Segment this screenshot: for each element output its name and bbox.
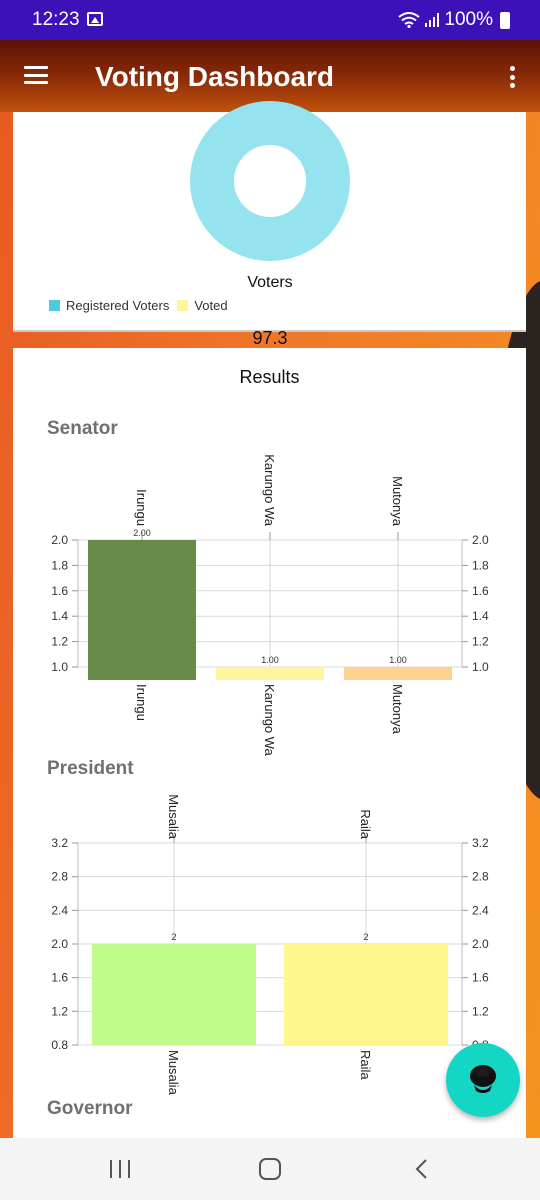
y-tick-label-right: 2.8 [472, 870, 489, 884]
x-tick-label-top: Raila [358, 809, 373, 839]
legend-swatch-registered [49, 300, 60, 311]
y-tick-label-right: 3.2 [472, 836, 489, 850]
legend-label-registered: Registered Voters [66, 298, 170, 313]
data-label: 2 [171, 932, 176, 942]
y-tick-label-right: 1.4 [472, 609, 489, 623]
y-tick-label-left: 1.6 [51, 584, 68, 598]
x-tick-label-top: Mutonya [390, 476, 405, 527]
y-tick-label-left: 2.0 [51, 937, 68, 951]
more-options-icon[interactable] [510, 66, 516, 88]
bar[interactable] [88, 540, 196, 680]
y-tick-label-right: 1.2 [472, 635, 489, 649]
status-indicators: 100% [398, 9, 510, 31]
voters-card: Voters 97.3 Registered Voters Voted [13, 101, 526, 348]
results-card: Results Senator 1.0 1.0 1.2 1.2 1.4 1.4 1.6 1.6… [13, 348, 526, 1138]
legend-swatch-voted [177, 300, 189, 311]
page-title: Voting Dashboard [95, 61, 335, 92]
x-tick-label-bottom: Musalia [166, 1050, 181, 1096]
system-nav-bar [0, 1138, 540, 1200]
status-time: 12:23 [32, 9, 80, 30]
y-tick-label-left: 2.4 [51, 903, 68, 917]
y-tick-label-right: 2.0 [472, 937, 489, 951]
status-bar: 12:23 100% [0, 0, 540, 40]
bar[interactable] [216, 667, 324, 680]
data-label: 2 [363, 932, 368, 942]
president-bar-chart: 0.80.81.21.21.61.62.02.02.42.42.82.83.23… [51, 794, 489, 1096]
x-tick-label-bottom: Karungo Wa [262, 684, 277, 757]
x-tick-label-bottom: Irungu [134, 684, 149, 721]
voters-legend: Registered Voters Voted [49, 298, 228, 313]
battery-percent: 100% [444, 9, 493, 30]
legend-label-voted: Voted [194, 298, 228, 313]
signal-icon [425, 13, 440, 27]
x-tick-label-top: Irungu [134, 489, 149, 526]
y-tick-label-left: 1.8 [51, 558, 68, 572]
donut-ring [190, 101, 350, 261]
y-tick-label-left: 1.4 [51, 609, 68, 623]
y-tick-label-right: 2.4 [472, 903, 489, 917]
bar[interactable] [344, 667, 452, 680]
section-title-senator: Senator [47, 418, 118, 439]
home-button[interactable] [259, 1158, 281, 1180]
data-label: 2.00 [133, 528, 151, 538]
image-notification-icon [87, 12, 103, 26]
y-tick-label-left: 2.0 [51, 533, 68, 547]
y-tick-label-right: 1.2 [472, 1004, 489, 1018]
y-tick-label-left: 1.6 [51, 971, 68, 985]
data-label: 1.00 [389, 655, 407, 665]
bar[interactable] [92, 944, 256, 1045]
x-tick-label-top: Musalia [166, 794, 181, 840]
data-label: 1.00 [261, 655, 279, 665]
y-tick-label-right: 1.0 [472, 660, 489, 674]
results-title: Results [239, 367, 300, 387]
y-tick-label-left: 1.0 [51, 660, 68, 674]
menu-icon[interactable] [24, 66, 48, 84]
profile-fab-button[interactable] [446, 1043, 520, 1117]
senator-bar-chart: 1.0 1.0 1.2 1.2 1.4 1.4 1.6 1.6 1.8 1.8 2.0 2.0 2.00… [51, 454, 489, 756]
y-tick-label-right: 1.6 [472, 971, 489, 985]
voters-donut-chart [189, 100, 351, 262]
y-tick-label-left: 1.2 [51, 635, 68, 649]
y-tick-label-left: 3.2 [51, 836, 68, 850]
y-tick-label-left: 2.8 [51, 870, 68, 884]
x-tick-label-bottom: Mutonya [390, 684, 405, 735]
y-tick-label-right: 1.8 [472, 558, 489, 572]
y-tick-label-right: 2.0 [472, 533, 489, 547]
donut-value: 97.3 [252, 328, 288, 348]
wifi-icon [398, 12, 421, 28]
y-tick-label-left: 1.2 [51, 1004, 68, 1018]
bar[interactable] [284, 944, 448, 1045]
y-tick-label-left: 0.8 [51, 1038, 68, 1052]
app-bar: Voting Dashboard [0, 40, 540, 112]
battery-icon [500, 11, 510, 29]
recent-apps-button[interactable] [110, 1160, 130, 1178]
section-title-governor: Governor [47, 1098, 133, 1119]
x-tick-label-bottom: Raila [358, 1050, 373, 1080]
y-tick-label-right: 1.6 [472, 584, 489, 598]
x-tick-label-top: Karungo Wa [262, 454, 277, 527]
donut-center-label: Voters [247, 274, 293, 291]
person-icon [470, 1065, 496, 1093]
back-button[interactable] [414, 1158, 428, 1180]
section-title-president: President [47, 758, 134, 779]
